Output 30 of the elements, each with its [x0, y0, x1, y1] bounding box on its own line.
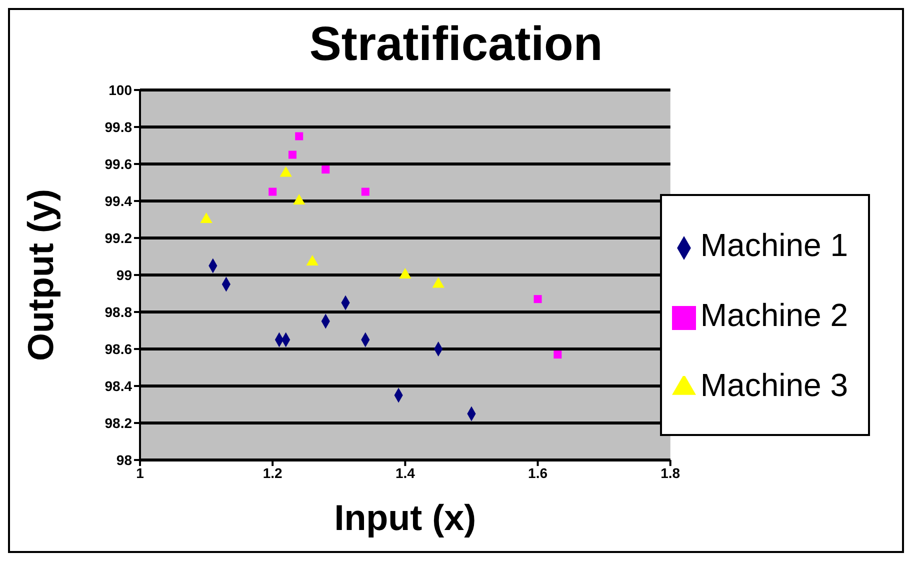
x-tick-label: 1.8: [660, 464, 680, 481]
legend-label: Machine 2: [700, 297, 848, 333]
point: [554, 350, 562, 359]
x-tick-label: 1.6: [528, 464, 548, 481]
point: [288, 150, 296, 159]
y-tick-label: 98: [116, 452, 132, 468]
legend-label: Machine 3: [700, 367, 848, 403]
point: [322, 166, 330, 174]
point: [361, 188, 370, 196]
y-axis-title: Output (y): [20, 189, 61, 361]
x-tick-label: 1.4: [395, 464, 416, 481]
y-tick-label: 99.8: [104, 118, 132, 135]
y-tick-label: 98.6: [104, 340, 132, 357]
point: [534, 295, 542, 304]
y-tick-label: 100: [108, 82, 132, 98]
point: [295, 132, 304, 140]
y-tick-label: 98.4: [104, 378, 132, 394]
x-tick-label: 1.2: [262, 464, 283, 481]
y-tick-label: 99.6: [104, 156, 132, 172]
point: [268, 188, 277, 196]
legend-label: Machine 1: [700, 227, 848, 263]
y-tick-label: 99: [116, 266, 132, 283]
chart-title: Stratification: [308, 17, 604, 73]
x-tick-label: 1: [136, 464, 144, 481]
x-axis-title: Input (x): [334, 497, 476, 538]
y-tick-label: 98.2: [104, 414, 132, 431]
y-tick-label: 98.8: [104, 304, 132, 320]
y-tick-label: 99.2: [104, 230, 132, 246]
point: [306, 255, 318, 266]
y-tick-label: 99.4: [104, 192, 132, 209]
